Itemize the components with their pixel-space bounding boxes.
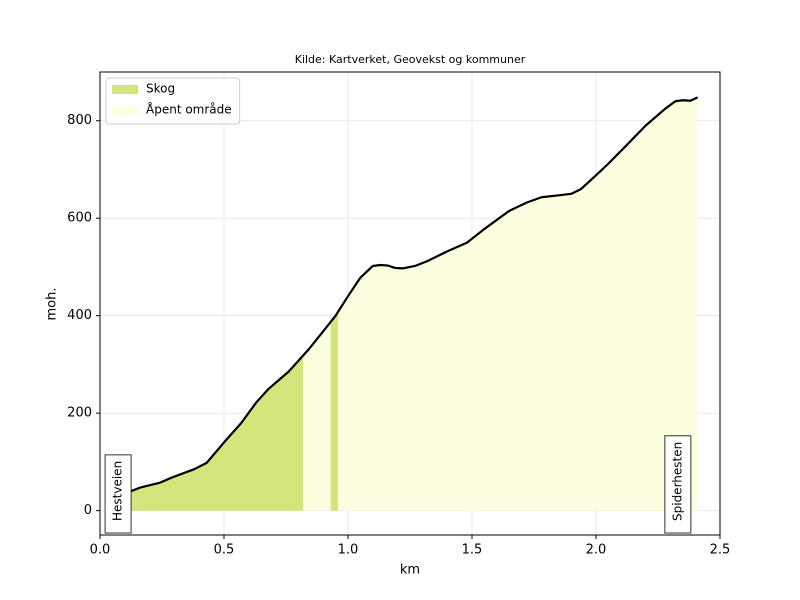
plot-frame <box>99 71 721 536</box>
elevation-line <box>109 96 699 499</box>
terrain-area <box>330 311 339 511</box>
x-tick-label: 1.0 <box>338 543 359 558</box>
axes: 0.0 0.5 1.0 1.5 2.0 2.5 0 200 400 600 800 <box>67 71 731 558</box>
chart-title: Kilde: Kartverket, Geovekst og kommuner <box>295 53 526 66</box>
y-tick-label: 400 <box>67 308 92 323</box>
legend-label: Åpent område <box>146 102 232 117</box>
y-tick-label: 600 <box>67 211 92 226</box>
terrain-area <box>303 321 331 511</box>
legend-swatch <box>112 85 138 94</box>
x-tick-label: 1.5 <box>462 543 483 558</box>
x-axis-label: km <box>400 563 420 578</box>
annotation-label: Spiderhesten <box>670 442 684 521</box>
place-annotation: Hestveien <box>104 454 132 534</box>
x-tick-label: 0.5 <box>214 543 235 558</box>
legend-frame <box>105 77 241 125</box>
y-tick-label: 0 <box>84 503 92 518</box>
annotation-box <box>664 435 692 534</box>
annotation-label: Hestveien <box>111 461 125 521</box>
x-tick-label: 2.0 <box>586 543 607 558</box>
annotation-box <box>104 454 132 534</box>
plot-area: Hestveien Spiderhesten Skog Åpent område <box>104 77 699 534</box>
legend: Skog Åpent område <box>105 77 241 125</box>
legend-swatch <box>112 106 138 115</box>
terrain-area <box>338 97 698 511</box>
x-tick-label: 0.0 <box>90 543 111 558</box>
x-tick-label: 2.5 <box>710 543 731 558</box>
y-tick-label: 200 <box>67 406 92 421</box>
y-axis-label: moh. <box>45 288 60 321</box>
legend-label: Skog <box>146 82 175 96</box>
y-tick-label: 800 <box>67 113 92 128</box>
place-annotation: Spiderhesten <box>664 435 692 534</box>
terrain-area <box>109 355 304 511</box>
